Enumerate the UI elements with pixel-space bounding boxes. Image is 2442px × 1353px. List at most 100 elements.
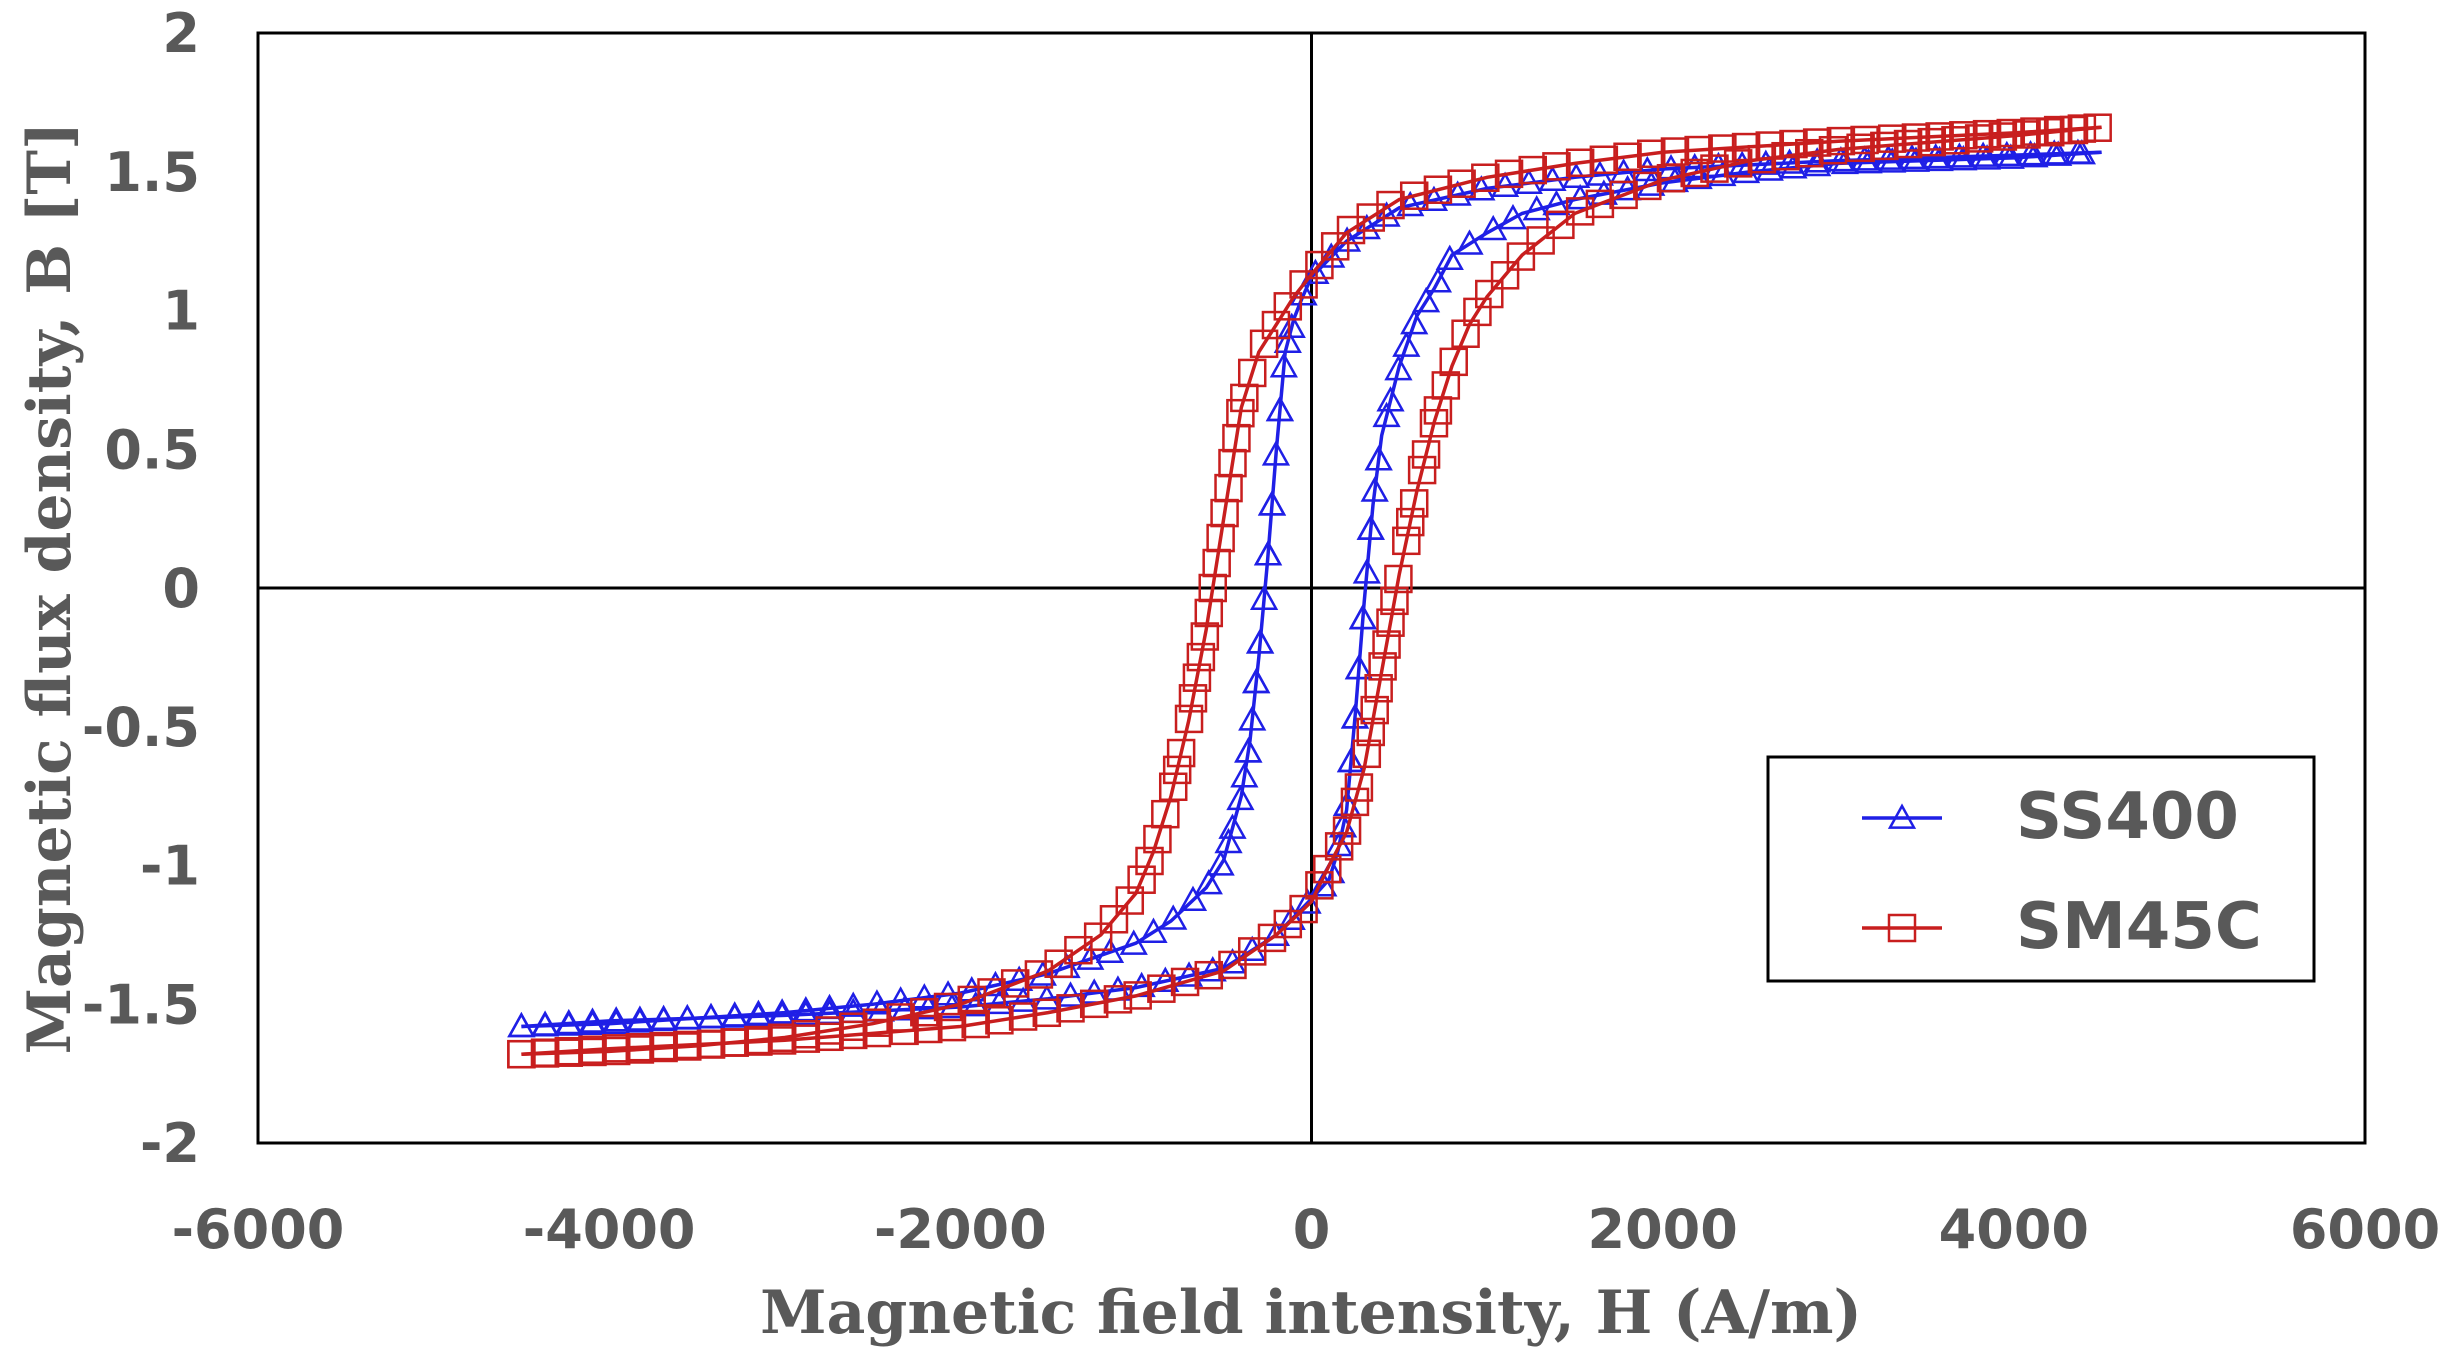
marker-sm45c [1941,126,1970,155]
marker-sm45c [1360,695,1389,725]
marker-sm45c [1818,135,1848,165]
marker-sm45c [1174,704,1204,734]
marker-ss400 [1261,920,1291,947]
marker-sm45c [1637,139,1666,169]
marker-ss400 [2016,139,2045,166]
marker-sm45c [1182,663,1212,692]
marker-sm45c [1439,347,1468,377]
marker-ss400 [1206,850,1235,876]
marker-ss400 [507,1011,536,1038]
series-sm45c [507,113,2112,1069]
marker-sm45c [977,978,1006,1007]
marker-sm45c [1032,998,1062,1028]
y-tick-label: -1 [140,835,200,898]
marker-ss400 [1269,352,1298,378]
marker-ss400 [1392,331,1421,357]
marker-ss400 [1265,395,1295,422]
legend-marker-ss400 [1887,803,1917,829]
marker-ss400 [744,1001,773,1028]
marker-sm45c [1471,163,1500,192]
marker-ss400 [720,1002,749,1028]
marker-ss400 [2044,140,2073,166]
marker-ss400 [1277,904,1306,930]
marker-sm45c [1008,1002,1038,1031]
marker-sm45c [961,1009,990,1039]
marker-sm45c [673,1030,702,1060]
y-tick-label: 1.5 [104,141,200,204]
marker-sm45c [1700,154,1729,183]
marker-ss400 [1139,917,1168,943]
marker-sm45c [1324,832,1354,861]
marker-sm45c [1795,138,1824,168]
marker-sm45c [1356,717,1386,747]
legend-label-sm45c: SM45C [2016,890,2262,964]
marker-ss400 [1968,141,1998,167]
marker-ss400 [1246,628,1275,654]
marker-ss400 [2020,141,2049,168]
marker-ss400 [1261,440,1291,466]
x-tick-label: -6000 [172,1198,345,1261]
marker-sm45c [1123,981,1152,1010]
marker-ss400 [1238,705,1267,731]
marker-sm45c [1949,121,1978,150]
marker-sm45c [2083,113,2112,142]
x-tick-label: 0 [1293,1198,1331,1261]
marker-ss400 [1972,144,2002,170]
marker-ss400 [1455,229,1484,255]
marker-ss400 [625,1005,655,1031]
marker-sm45c [1127,865,1156,894]
marker-sm45c [1972,119,2002,149]
y-tick-label: 0 [162,557,200,620]
marker-sm45c [1526,226,1555,255]
marker-sm45c [1289,894,1318,924]
y-tick-label: -2 [140,1112,200,1175]
marker-sm45c [1585,189,1615,219]
marker-ss400 [767,998,797,1024]
marker-sm45c [1340,787,1370,817]
marker-ss400 [1522,194,1551,221]
marker-ss400 [1348,603,1377,630]
marker-sm45c [1147,974,1176,1003]
marker-sm45c [1376,608,1405,637]
marker-ss400 [1411,286,1441,313]
marker-sm45c [910,997,939,1027]
marker-ss400 [791,999,820,1026]
marker-sm45c [1411,440,1441,469]
marker-sm45c [1708,134,1737,163]
marker-sm45c [1447,169,1476,198]
marker-sm45c [2059,115,2089,145]
marker-ss400 [1336,746,1366,773]
marker-sm45c [1490,261,1520,290]
marker-sm45c [530,1038,560,1067]
marker-ss400 [1253,540,1283,566]
marker-sm45c [815,1022,844,1052]
marker-sm45c [744,1027,773,1056]
marker-ss400 [1218,813,1247,839]
marker-ss400 [578,1007,607,1033]
marker-ss400 [1214,827,1243,854]
marker-sm45c [1190,622,1220,651]
marker-ss400 [1076,944,1105,970]
marker-ss400 [839,991,868,1017]
marker-ss400 [1257,490,1287,516]
marker-sm45c [1099,905,1129,934]
marker-ss400 [554,1008,583,1035]
marker-sm45c [1633,171,1662,201]
marker-ss400 [1242,667,1271,694]
marker-sm45c [1407,455,1437,485]
marker-ss400 [1008,986,1038,1012]
marker-sm45c [1680,158,1709,188]
marker-sm45c [767,1026,797,1055]
marker-sm45c [2036,117,2065,147]
marker-sm45c [1396,507,1425,537]
marker-sm45c [1917,127,1946,157]
marker-sm45c [862,1018,892,1048]
x-tick-label: -2000 [874,1198,1047,1261]
marker-sm45c [578,1035,607,1064]
marker-sm45c [1565,148,1595,178]
y-tick-label: 0.5 [104,418,200,481]
marker-ss400 [673,1003,702,1030]
marker-sm45c [1893,129,1923,159]
marker-ss400 [1273,327,1302,353]
marker-ss400 [1878,147,1907,173]
